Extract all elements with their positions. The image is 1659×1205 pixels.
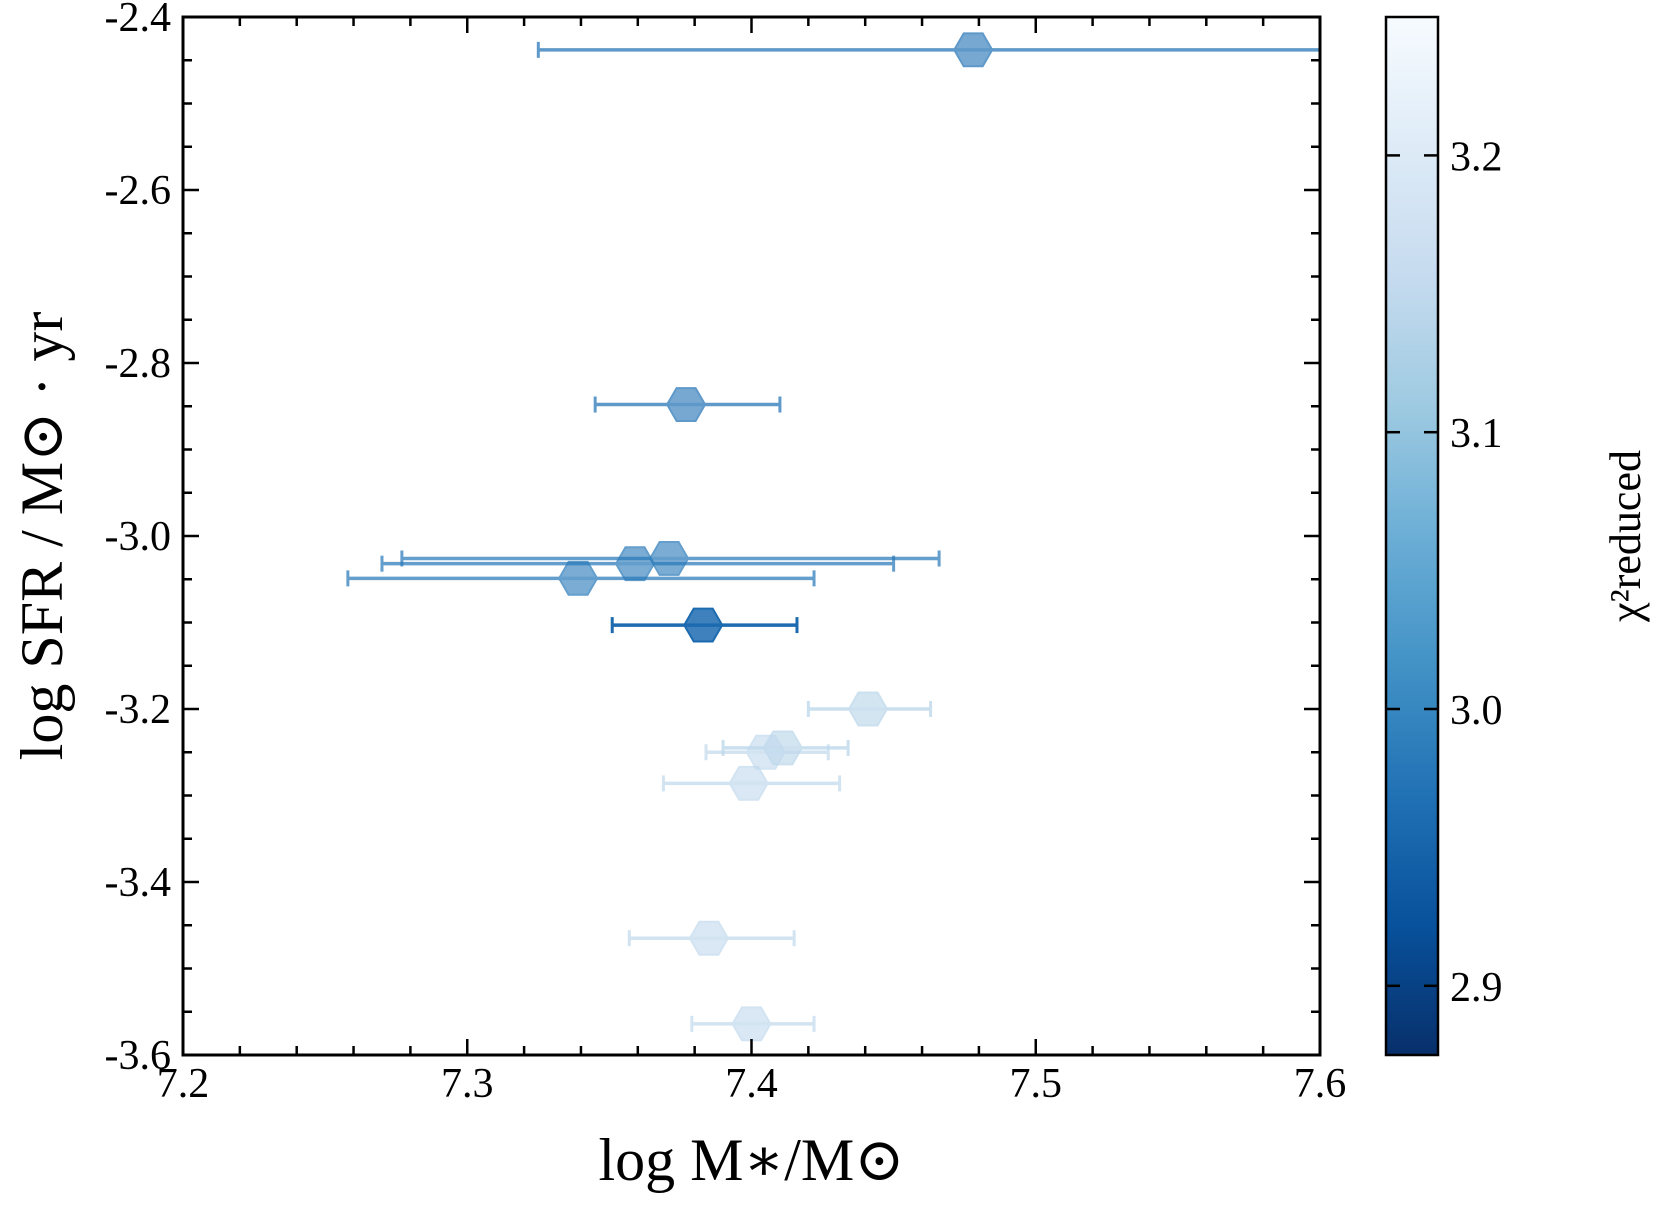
data-point — [690, 1006, 816, 1042]
y-axis-label: log SFR / M⊙ · yr — [9, 312, 75, 761]
colorbar-tick-label: 3.2 — [1450, 134, 1503, 180]
plot-area — [346, 32, 1320, 1042]
colorbar-label: χ²reduced — [1601, 450, 1650, 623]
data-point — [593, 387, 782, 422]
hexagon-marker — [847, 691, 889, 727]
hexagon-marker — [953, 32, 994, 68]
plot-frame — [181, 15, 1322, 1057]
data-point — [627, 920, 796, 956]
colorbar-tick-label: 3.1 — [1450, 411, 1503, 457]
colorbar-bar — [1384, 15, 1440, 1057]
hexagon-marker — [683, 607, 724, 643]
x-tick-label: 7.6 — [1294, 1061, 1347, 1107]
hexagon-marker — [745, 734, 786, 770]
x-tick-label: 7.2 — [157, 1061, 210, 1107]
x-tick-label: 7.5 — [1010, 1061, 1063, 1107]
hexagon-marker — [665, 387, 707, 422]
data-point — [806, 691, 933, 727]
data-point — [704, 734, 830, 770]
x-axis-label: log M∗/M⊙ — [598, 1127, 904, 1193]
y-tick-label: -2.6 — [105, 168, 172, 214]
y-tick-label: -3.2 — [105, 687, 172, 733]
data-point — [346, 560, 816, 596]
y-tick-label: -3.0 — [105, 514, 172, 560]
axis-labels: log M∗/M⊙ log SFR / M⊙ · yr — [9, 312, 905, 1193]
hexagon-marker — [557, 560, 599, 596]
hexagon-marker — [648, 541, 690, 576]
y-tick-label: -3.4 — [105, 860, 172, 906]
y-tick-label: -2.4 — [105, 0, 172, 41]
colorbar-tick-label: 2.9 — [1450, 965, 1503, 1011]
colorbar-tick-label: 3.0 — [1450, 688, 1503, 734]
axes: 7.2 7.3 7.4 7.5 7.6 -3.6 -3.4 -3.2 -3.0 -2.8 -2.6 -… — [105, 0, 1347, 1107]
data-point — [380, 546, 896, 582]
hexagon-marker — [731, 1006, 772, 1042]
x-tick-label: 7.4 — [725, 1061, 778, 1107]
hexagon-marker — [688, 920, 730, 956]
hexagon-marker — [614, 546, 656, 582]
y-tick-label: -3.6 — [105, 1033, 172, 1079]
x-tick-label: 7.3 — [441, 1061, 494, 1107]
colorbar: 2.9 3.0 3.1 3.2 χ²reduced — [1384, 15, 1650, 1057]
data-point — [400, 541, 941, 576]
data-point — [536, 32, 1320, 68]
y-tick-label: -2.8 — [105, 341, 172, 387]
data-point — [610, 607, 799, 643]
data-point — [661, 765, 842, 801]
hexagon-marker — [728, 765, 769, 801]
